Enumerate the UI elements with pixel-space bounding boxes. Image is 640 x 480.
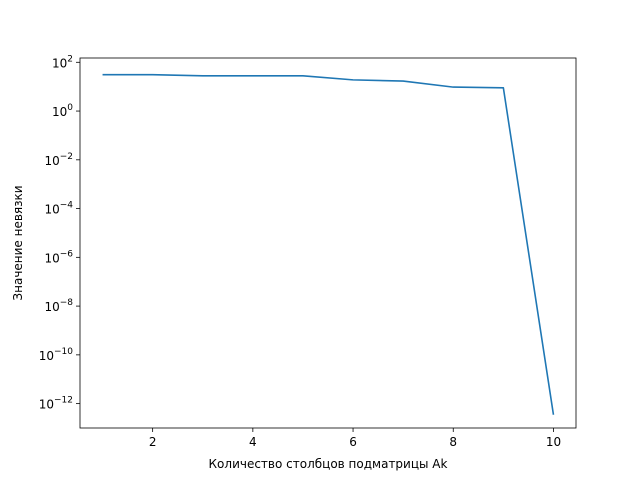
y-tick-label: 10−4 (44, 201, 73, 217)
x-tick-label: 10 (546, 435, 561, 449)
y-tick-label: 10−8 (44, 298, 73, 314)
x-axis: 2 4 6 8 10 (149, 428, 561, 449)
y-tick-label: 10−12 (39, 396, 73, 412)
x-tick-label: 8 (449, 435, 457, 449)
y-tick-label: 10−10 (39, 347, 74, 363)
x-axis-label: Количество столбцов подматрицы Ak (209, 457, 448, 471)
x-tick-label: 4 (249, 435, 257, 449)
series-line-0 (102, 73, 555, 415)
plot-area (102, 73, 555, 415)
y-tick-label: 10−2 (44, 152, 73, 168)
y-tick-label: 10−6 (44, 249, 73, 265)
y-tick-label: 100 (52, 103, 73, 119)
y-axis-label: Значение невязки (11, 185, 25, 300)
x-tick-label: 6 (349, 435, 357, 449)
axes-frame (79, 57, 577, 429)
x-tick-label: 2 (149, 435, 157, 449)
y-axis: 102 100 10−2 10−4 10−6 10−8 10−10 10−12 (39, 54, 80, 412)
y-tick-label: 102 (52, 54, 73, 70)
